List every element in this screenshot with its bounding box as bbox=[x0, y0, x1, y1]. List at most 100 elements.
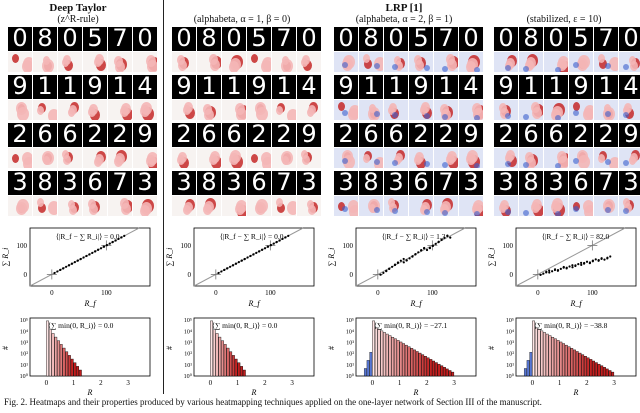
relevance-heatmap bbox=[133, 196, 157, 216]
panel-title: LRP [1] bbox=[385, 2, 423, 14]
scatter-frame bbox=[515, 227, 637, 287]
heatmap-blob bbox=[532, 107, 542, 119]
histogram-x-tick: 1 bbox=[398, 379, 402, 387]
heatmap-blob bbox=[62, 58, 69, 67]
heatmap-blob bbox=[551, 109, 561, 120]
heatmap-blob bbox=[303, 60, 312, 71]
histogram-annotation: ⟨∑ min(0, R_i)⟩ = −27.1 bbox=[374, 321, 448, 330]
relevance-heatmap bbox=[594, 196, 618, 216]
relevance-heatmap bbox=[494, 148, 518, 168]
digit-image: 6 bbox=[33, 123, 57, 147]
relevance-heatmap bbox=[569, 52, 593, 72]
digit-image: 5 bbox=[409, 27, 433, 51]
scatter-point bbox=[562, 265, 565, 269]
digit-image: 6 bbox=[544, 123, 568, 147]
scatter-point bbox=[405, 259, 408, 262]
scatter-point bbox=[249, 254, 252, 258]
heatmap-blob bbox=[625, 108, 634, 119]
digit-label: 6 bbox=[62, 123, 78, 147]
heatmap-blob bbox=[140, 205, 150, 216]
relevance-heatmap bbox=[359, 196, 383, 216]
heatmap-blob bbox=[209, 54, 218, 65]
heatmap-negative-blob bbox=[442, 162, 448, 168]
scatter-point bbox=[287, 234, 290, 237]
heatmap-blob bbox=[68, 108, 75, 117]
heatmap-blob bbox=[235, 103, 245, 115]
heatmap-blob bbox=[177, 155, 185, 165]
relevance-heatmap bbox=[272, 148, 296, 168]
digit-label: 4 bbox=[137, 75, 153, 99]
heatmap-negative-blob bbox=[523, 162, 529, 168]
relevance-heatmap bbox=[272, 196, 296, 216]
relevance-heatmap bbox=[359, 148, 383, 168]
scatter-point bbox=[234, 262, 238, 265]
histogram-x-tick: 0 bbox=[531, 379, 535, 387]
scatter-point bbox=[420, 249, 423, 252]
scatter-point bbox=[565, 266, 568, 269]
scatter-point bbox=[223, 268, 226, 271]
digit-image: 9 bbox=[8, 75, 32, 99]
heatmap-blob bbox=[277, 203, 285, 213]
histogram-y-tick: 10⁰ bbox=[20, 373, 29, 380]
heatmap-blob bbox=[276, 106, 283, 115]
relevance-heatmap bbox=[569, 100, 593, 120]
digit-label: 0 bbox=[62, 27, 78, 51]
heatmap-blob bbox=[599, 59, 607, 69]
digit-label: 9 bbox=[573, 75, 589, 99]
relevance-heatmap bbox=[58, 148, 82, 168]
histogram-bar bbox=[578, 352, 582, 377]
relevance-heatmap bbox=[384, 196, 408, 216]
histogram-bar bbox=[553, 338, 557, 377]
digit-image: 0 bbox=[384, 27, 408, 51]
digit-image: 3 bbox=[58, 171, 82, 195]
scatter-x-tick: 0 bbox=[214, 289, 218, 297]
digit-label: 1 bbox=[523, 75, 539, 99]
histogram-bar bbox=[434, 362, 438, 377]
heatmap-blob bbox=[466, 153, 476, 165]
histogram-bar bbox=[76, 366, 79, 377]
relevance-heatmap bbox=[272, 100, 296, 120]
heatmap-negative-blob bbox=[442, 114, 448, 120]
heatmap-blob bbox=[42, 59, 54, 72]
heatmap-blob bbox=[446, 54, 455, 65]
heatmap-negative-blob bbox=[474, 67, 480, 72]
digit-image: 6 bbox=[359, 123, 383, 147]
digit-image: 7 bbox=[108, 27, 132, 51]
heatmap-blob bbox=[88, 107, 96, 117]
scatter-x-tick: 100 bbox=[101, 289, 112, 297]
histogram-bar bbox=[426, 357, 430, 377]
histogram-bar bbox=[432, 360, 435, 377]
histogram-bar bbox=[567, 346, 571, 377]
scatter-frame bbox=[193, 227, 315, 287]
histogram-bar bbox=[393, 338, 397, 377]
heatmap-blob bbox=[623, 106, 630, 115]
digit-label: 3 bbox=[301, 171, 317, 195]
histogram-bar bbox=[402, 343, 405, 377]
digit-label: 2 bbox=[112, 123, 128, 147]
digit-label: 1 bbox=[112, 75, 128, 99]
relevance-heatmap bbox=[247, 52, 271, 72]
histogram-y-tick: 10⁰ bbox=[506, 373, 515, 380]
digit-label: 6 bbox=[548, 123, 564, 147]
heatmap-blob bbox=[573, 102, 580, 111]
digit-image: 3 bbox=[8, 171, 32, 195]
heatmap-blob bbox=[395, 61, 403, 71]
relevance-heatmap bbox=[172, 52, 196, 72]
histogram-bar bbox=[543, 332, 546, 377]
histogram-bar bbox=[78, 369, 82, 377]
digit-label: 9 bbox=[12, 75, 28, 99]
relevance-heatmap bbox=[197, 148, 221, 168]
scatter-point bbox=[108, 242, 111, 245]
scatter-point bbox=[272, 242, 275, 245]
digit-label: 1 bbox=[226, 75, 242, 99]
histogram-x-tick: 1 bbox=[72, 379, 76, 387]
digit-image: 1 bbox=[58, 75, 82, 99]
heatmap-blob bbox=[183, 205, 191, 215]
histogram-bar bbox=[374, 327, 378, 377]
scatter-point bbox=[102, 245, 106, 248]
relevance-heatmap bbox=[247, 100, 271, 120]
relevance-heatmap bbox=[434, 196, 458, 216]
heatmap-blob bbox=[440, 204, 449, 215]
relevance-heatmap bbox=[594, 52, 618, 72]
heatmap-negative-blob bbox=[623, 64, 629, 70]
